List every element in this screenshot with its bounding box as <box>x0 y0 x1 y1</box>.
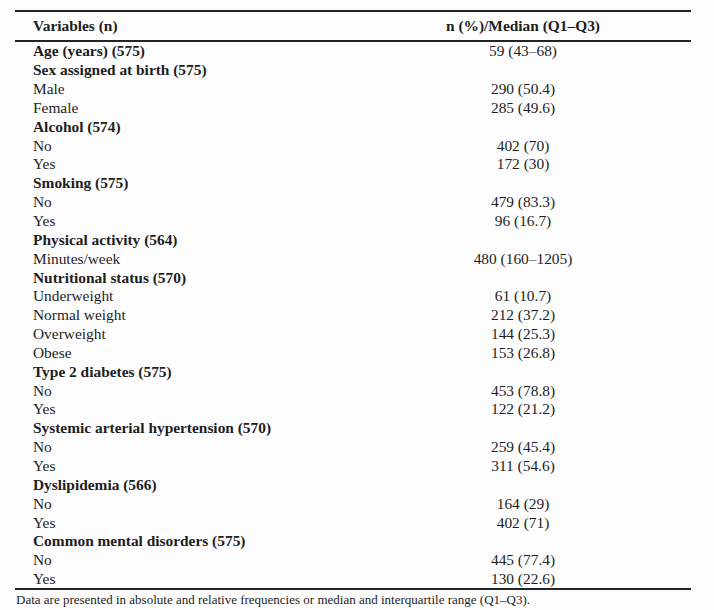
row-label: Age (years) (575) <box>15 43 355 58</box>
row-label: Yes <box>15 156 355 171</box>
row-value: 59 (43–68) <box>355 43 691 58</box>
row-value: 480 (160–1205) <box>355 251 691 266</box>
table-header-row: Variables (n) n (%)/Median (Q1–Q3) <box>15 12 691 40</box>
table-row: Type 2 diabetes (575) <box>15 362 691 381</box>
table-row: No 402 (70) <box>15 136 691 155</box>
row-value: 96 (16.7) <box>355 213 691 228</box>
table-row: Physical activity (564) <box>15 230 691 249</box>
table-row: No 259 (45.4) <box>15 437 691 456</box>
table-row: Nutritional status (570) <box>15 268 691 287</box>
table-row: Yes 172 (30) <box>15 155 691 174</box>
row-label: No <box>15 496 355 511</box>
table-row: Common mental disorders (575) <box>15 532 691 551</box>
row-value: 259 (45.4) <box>355 439 691 454</box>
row-value: 122 (21.2) <box>355 401 691 416</box>
row-value: 479 (83.3) <box>355 194 691 209</box>
row-label: Yes <box>15 401 355 416</box>
row-value: 164 (29) <box>355 496 691 511</box>
table-body: Age (years) (575) 59 (43–68) Sex assigne… <box>15 42 691 588</box>
row-label: Systemic arterial hypertension (570) <box>15 420 355 435</box>
column-header-values: n (%)/Median (Q1–Q3) <box>355 18 691 33</box>
row-value: 144 (25.3) <box>355 326 691 341</box>
table-row: Age (years) (575) 59 (43–68) <box>15 42 691 61</box>
table-row: Dyslipidemia (566) <box>15 475 691 494</box>
table-row: No 445 (77.4) <box>15 550 691 569</box>
row-label: Obese <box>15 345 355 360</box>
row-value: 172 (30) <box>355 156 691 171</box>
table-row: No 453 (78.8) <box>15 381 691 400</box>
table-row: Underweight 61 (10.7) <box>15 287 691 306</box>
row-label: Yes <box>15 515 355 530</box>
row-value: 153 (26.8) <box>355 345 691 360</box>
table-row: Normal weight 212 (37.2) <box>15 306 691 325</box>
table-footnote: Data are presented in absolute and relat… <box>15 593 691 608</box>
table-row: Sex assigned at birth (575) <box>15 61 691 80</box>
row-label: Physical activity (564) <box>15 232 355 247</box>
row-label: Yes <box>15 213 355 228</box>
table-row: Female 285 (49.6) <box>15 98 691 117</box>
table-row: Alcohol (574) <box>15 117 691 136</box>
row-value: 311 (54.6) <box>355 458 691 473</box>
row-label: No <box>15 383 355 398</box>
row-value: 130 (22.6) <box>355 571 691 586</box>
row-label: Nutritional status (570) <box>15 270 355 285</box>
table-row: Yes 122 (21.2) <box>15 400 691 419</box>
row-label: Smoking (575) <box>15 175 355 190</box>
table-row: Yes 311 (54.6) <box>15 456 691 475</box>
row-label: Overweight <box>15 326 355 341</box>
row-label: Minutes/week <box>15 251 355 266</box>
row-value: 290 (50.4) <box>355 81 691 96</box>
row-value: 285 (49.6) <box>355 100 691 115</box>
row-value: 212 (37.2) <box>355 307 691 322</box>
row-label: Male <box>15 81 355 96</box>
table-row: Overweight 144 (25.3) <box>15 324 691 343</box>
row-value: 445 (77.4) <box>355 552 691 567</box>
table-row: Yes 130 (22.6) <box>15 569 691 588</box>
table-row: Male 290 (50.4) <box>15 79 691 98</box>
table-row: Minutes/week 480 (160–1205) <box>15 249 691 268</box>
row-value: 61 (10.7) <box>355 288 691 303</box>
table-row: Yes 96 (16.7) <box>15 211 691 230</box>
row-value: 453 (78.8) <box>355 383 691 398</box>
column-header-variables: Variables (n) <box>15 18 355 33</box>
row-label: Type 2 diabetes (575) <box>15 364 355 379</box>
row-label: No <box>15 194 355 209</box>
row-label: Underweight <box>15 288 355 303</box>
row-label: No <box>15 439 355 454</box>
descriptive-statistics-table: Variables (n) n (%)/Median (Q1–Q3) Age (… <box>15 10 691 608</box>
row-label: Yes <box>15 458 355 473</box>
row-label: Common mental disorders (575) <box>15 533 355 548</box>
table-row: Obese 153 (26.8) <box>15 343 691 362</box>
row-label: Yes <box>15 571 355 586</box>
table-row: Systemic arterial hypertension (570) <box>15 419 691 438</box>
paper-page: Variables (n) n (%)/Median (Q1–Q3) Age (… <box>0 0 714 610</box>
row-label: Normal weight <box>15 307 355 322</box>
row-value: 402 (71) <box>355 515 691 530</box>
table-row: No 164 (29) <box>15 494 691 513</box>
row-label: Alcohol (574) <box>15 119 355 134</box>
row-label: Female <box>15 100 355 115</box>
row-label: Dyslipidemia (566) <box>15 477 355 492</box>
table-row: No 479 (83.3) <box>15 192 691 211</box>
row-label: Sex assigned at birth (575) <box>15 62 355 77</box>
row-label: No <box>15 138 355 153</box>
row-value: 402 (70) <box>355 138 691 153</box>
row-label: No <box>15 552 355 567</box>
table-row: Yes 402 (71) <box>15 513 691 532</box>
table-row: Smoking (575) <box>15 174 691 193</box>
table-bottom-rule <box>15 588 691 590</box>
